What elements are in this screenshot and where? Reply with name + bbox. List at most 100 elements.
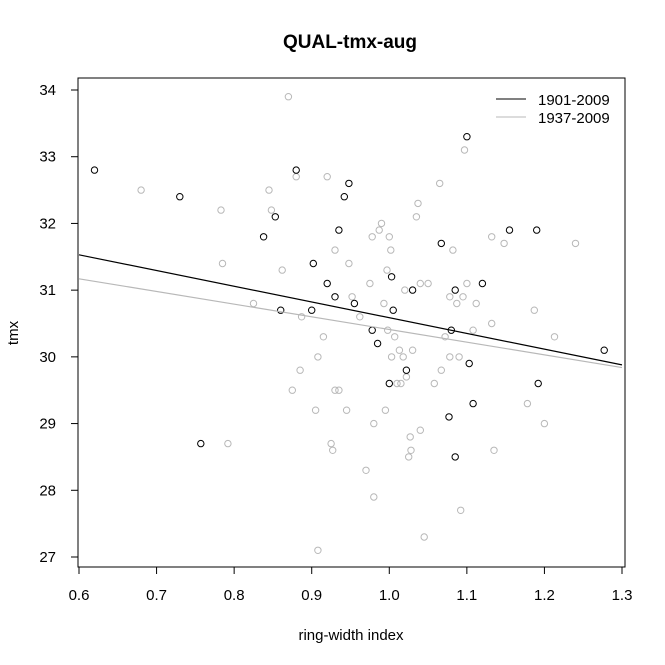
point-1901-2009-6 xyxy=(292,166,300,174)
point-1901-2009-17 xyxy=(385,379,393,388)
point-1937-2009-59 xyxy=(436,179,444,188)
point-1937-2009-43 xyxy=(395,346,404,354)
point-1937-2009-44 xyxy=(397,379,405,388)
x-tick-label-1: 0.7 xyxy=(146,587,167,604)
point-1937-2009-71 xyxy=(469,326,477,334)
point-1901-2009-2 xyxy=(197,439,205,448)
point-1901-2009-19 xyxy=(389,306,397,314)
point-1937-2009-14 xyxy=(314,353,322,361)
point-1937-2009-78 xyxy=(530,306,538,314)
point-1937-2009-53 xyxy=(414,199,422,208)
point-1937-2009-54 xyxy=(416,426,424,434)
point-1901-2009-13 xyxy=(345,179,353,188)
point-1937-2009-8 xyxy=(284,93,293,101)
point-1937-2009-11 xyxy=(296,366,304,374)
point-1901-2009-16 xyxy=(373,339,382,348)
point-1937-2009-21 xyxy=(335,386,343,394)
fit-line-1901-2009 xyxy=(78,254,623,366)
point-1937-2009-60 xyxy=(437,366,445,374)
point-1937-2009-38 xyxy=(385,233,393,241)
point-1937-2009-7 xyxy=(278,266,286,274)
point-1937-2009-68 xyxy=(459,293,467,301)
chart-title: QUAL-tmx-aug xyxy=(283,32,417,53)
x-tick-label-0: 0.6 xyxy=(69,587,90,604)
point-1901-2009-33 xyxy=(534,379,542,388)
point-1937-2009-3 xyxy=(224,439,232,448)
point-1937-2009-61 xyxy=(441,333,449,341)
point-1937-2009-31 xyxy=(370,419,378,428)
point-1937-2009-32 xyxy=(375,226,383,234)
point-1937-2009-13 xyxy=(311,406,320,414)
point-1937-2009-77 xyxy=(523,399,532,408)
x-tick-label-4: 1.0 xyxy=(379,587,400,604)
point-1937-2009-79 xyxy=(540,419,549,428)
point-1937-2009-40 xyxy=(387,353,396,361)
point-1937-2009-52 xyxy=(412,213,421,221)
point-1901-2009-28 xyxy=(465,359,473,368)
point-1937-2009-35 xyxy=(381,406,390,414)
x-axis: 0.6 0.7 0.8 0.9 1.0 1.1 1.2 1.3 xyxy=(69,567,633,604)
point-1901-2009-25 xyxy=(451,286,459,294)
point-1937-2009-75 xyxy=(490,446,498,454)
point-1937-2009-39 xyxy=(387,246,395,254)
point-1937-2009-51 xyxy=(408,346,417,354)
fit-line-1937-2009 xyxy=(78,278,623,369)
y-tick-label-7: 34 xyxy=(39,82,56,99)
y-tick-label-0: 27 xyxy=(39,549,56,566)
point-1901-2009-7 xyxy=(308,306,316,314)
point-1937-2009-64 xyxy=(449,246,457,254)
point-1937-2009-70 xyxy=(463,279,471,288)
point-1901-2009-29 xyxy=(469,399,477,408)
points-layer xyxy=(90,93,608,554)
point-1937-2009-6 xyxy=(267,206,276,214)
point-1901-2009-34 xyxy=(600,346,608,354)
point-1901-2009-3 xyxy=(259,233,268,241)
point-1937-2009-36 xyxy=(383,266,391,274)
point-1901-2009-14 xyxy=(350,299,359,308)
point-1937-2009-73 xyxy=(488,233,496,241)
point-1937-2009-30 xyxy=(370,493,378,501)
point-1937-2009-12 xyxy=(297,313,306,321)
point-1901-2009-11 xyxy=(335,226,343,234)
point-1937-2009-41 xyxy=(391,333,399,341)
point-1901-2009-15 xyxy=(368,326,376,334)
point-1937-2009-76 xyxy=(500,239,508,248)
point-1937-2009-2 xyxy=(218,259,227,268)
point-1901-2009-18 xyxy=(387,273,396,281)
point-1937-2009-65 xyxy=(453,299,461,308)
point-1937-2009-17 xyxy=(327,439,335,448)
point-1901-2009-10 xyxy=(331,293,339,301)
fit-lines-layer xyxy=(78,254,623,369)
point-1901-2009-23 xyxy=(445,413,453,421)
point-1937-2009-9 xyxy=(288,386,296,394)
point-1937-2009-28 xyxy=(366,279,374,288)
x-tick-label-6: 1.2 xyxy=(534,587,555,604)
point-1937-2009-58 xyxy=(430,379,438,388)
y-tick-label-3: 30 xyxy=(39,349,56,366)
point-1937-2009-18 xyxy=(329,446,337,454)
point-1937-2009-62 xyxy=(446,353,454,361)
point-1901-2009-20 xyxy=(402,366,411,374)
point-1937-2009-63 xyxy=(446,293,454,301)
point-1937-2009-66 xyxy=(455,353,463,361)
point-1937-2009-57 xyxy=(424,279,432,288)
point-1937-2009-19 xyxy=(331,246,339,254)
point-1937-2009-24 xyxy=(314,546,322,554)
point-1937-2009-69 xyxy=(460,146,469,154)
point-1937-2009-10 xyxy=(292,173,300,181)
point-1937-2009-47 xyxy=(402,373,411,381)
point-1937-2009-45 xyxy=(399,353,407,361)
point-1937-2009-34 xyxy=(380,299,388,308)
point-1901-2009-1 xyxy=(176,193,184,201)
y-axis: 27 28 29 30 31 32 33 34 xyxy=(39,82,78,566)
point-1901-2009-12 xyxy=(340,193,348,201)
y-tick-label-4: 31 xyxy=(39,282,56,299)
x-tick-label-2: 0.8 xyxy=(224,587,245,604)
point-1901-2009-8 xyxy=(309,259,317,268)
point-1937-2009-27 xyxy=(362,466,370,474)
point-1937-2009-20 xyxy=(331,386,339,394)
x-tick-label-7: 1.3 xyxy=(612,587,633,604)
point-1901-2009-30 xyxy=(478,279,487,288)
legend: 1901-2009 1937-2009 xyxy=(496,92,610,127)
